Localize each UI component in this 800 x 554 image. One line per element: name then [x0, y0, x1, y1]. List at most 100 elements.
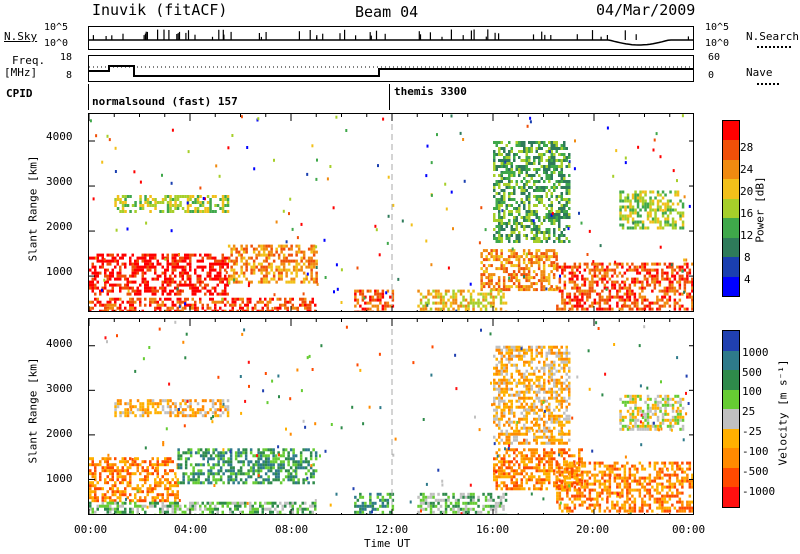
heatmap-cell — [603, 271, 607, 275]
heatmap-cell — [154, 306, 157, 310]
heatmap-cell — [658, 262, 662, 266]
heatmap-cell — [523, 201, 526, 204]
heatmap-cell — [545, 177, 548, 180]
heatmap-cell — [540, 484, 543, 488]
heatmap-cell — [134, 201, 137, 204]
heatmap-cell — [285, 256, 288, 260]
heatmap-cell — [598, 464, 602, 468]
heatmap-cell — [209, 271, 212, 275]
heatmap-cell — [262, 250, 266, 254]
heatmap-cell — [227, 448, 230, 452]
heatmap-cell — [91, 484, 94, 488]
heatmap-cell — [269, 513, 272, 514]
heatmap-cell — [538, 475, 541, 479]
heatmap-cell — [629, 205, 632, 209]
heatmap-cell — [571, 274, 574, 278]
heatmap-cell — [134, 289, 137, 293]
heatmap-cell — [101, 288, 103, 292]
heatmap-cell — [292, 454, 295, 458]
heatmap-cell — [284, 501, 287, 505]
heatmap-cell — [611, 503, 614, 507]
heatmap-cell — [307, 262, 311, 266]
heatmap-cell — [504, 310, 508, 311]
heatmap-cell — [199, 289, 202, 293]
heatmap-cell — [255, 247, 258, 251]
heatmap-cell — [261, 513, 264, 514]
heatmap-cell — [114, 481, 117, 485]
heatmap-cell — [565, 147, 568, 150]
heatmap-cell — [124, 408, 127, 412]
heatmap-cell — [678, 283, 682, 287]
heatmap-cell — [244, 472, 248, 476]
heatmap-cell — [548, 174, 551, 177]
heatmap-cell — [244, 303, 247, 307]
heatmap-cell — [206, 501, 209, 505]
heatmap-cell — [361, 289, 365, 293]
heatmap-cell — [270, 262, 273, 266]
heatmap-cell — [545, 451, 548, 455]
heatmap-cell — [623, 301, 627, 305]
heatmap-cell — [222, 454, 225, 458]
heatmap-cell — [134, 280, 137, 284]
heatmap-cell — [311, 501, 314, 505]
heatmap-cell — [515, 234, 518, 237]
heatmap-cell — [109, 259, 112, 263]
heatmap-cell — [666, 223, 670, 227]
heatmap-cell — [391, 292, 395, 296]
heatmap-cell — [578, 488, 582, 492]
heatmap-cell — [525, 150, 528, 153]
heatmap-cell — [226, 204, 230, 207]
heatmap-cell — [601, 476, 604, 480]
heatmap-cell — [299, 460, 303, 464]
heatmap-cell — [126, 283, 129, 287]
heatmap-cell — [335, 263, 338, 267]
heatmap-cell — [222, 451, 225, 455]
heatmap-cell — [515, 279, 518, 283]
heatmap-cell — [555, 478, 558, 482]
heatmap-cell — [545, 240, 548, 243]
heatmap-cell — [547, 282, 551, 286]
heatmap-cell — [171, 510, 174, 514]
heatmap-cell — [668, 286, 672, 290]
heatmap-cell — [264, 460, 268, 464]
heatmap-cell — [275, 280, 278, 284]
heatmap-cell — [294, 475, 298, 479]
heatmap-cell — [119, 469, 122, 473]
heatmap-cell — [535, 186, 538, 189]
heatmap-cell — [174, 504, 177, 508]
heatmap-cell — [550, 213, 553, 217]
heatmap-cell — [136, 504, 139, 508]
heatmap-cell — [480, 288, 483, 292]
heatmap-cell — [503, 162, 506, 165]
heatmap-cell — [626, 205, 630, 209]
heatmap-cell — [592, 260, 595, 264]
heatmap-cell — [656, 295, 659, 299]
heatmap-cell — [437, 295, 440, 299]
heatmap-cell — [114, 170, 117, 173]
heatmap-cell — [548, 481, 551, 485]
heatmap-cell — [608, 262, 612, 266]
heatmap-cell — [267, 244, 271, 248]
heatmap-cell — [356, 513, 360, 514]
heatmap-cell — [179, 309, 182, 311]
heatmap-cell — [633, 509, 637, 513]
heatmap-cell — [530, 451, 533, 455]
heatmap-cell — [530, 174, 533, 177]
heatmap-cell — [639, 208, 642, 212]
heatmap-cell — [299, 507, 302, 511]
heatmap-cell — [151, 300, 154, 304]
heatmap-cell — [176, 513, 179, 514]
heatmap-cell — [497, 258, 501, 262]
heatmap-cell — [515, 183, 518, 186]
heatmap-cell — [487, 273, 491, 277]
heatmap-cell — [528, 162, 531, 165]
heatmap-cell — [447, 266, 450, 270]
heatmap-cell — [251, 513, 254, 514]
heatmap-cell — [596, 265, 599, 269]
heatmap-cell — [211, 411, 215, 415]
heatmap-cell — [530, 472, 533, 476]
heatmap-cell — [513, 153, 516, 156]
heatmap-cell — [566, 494, 569, 498]
heatmap-cell — [124, 487, 127, 491]
heatmap-cell — [379, 498, 382, 502]
